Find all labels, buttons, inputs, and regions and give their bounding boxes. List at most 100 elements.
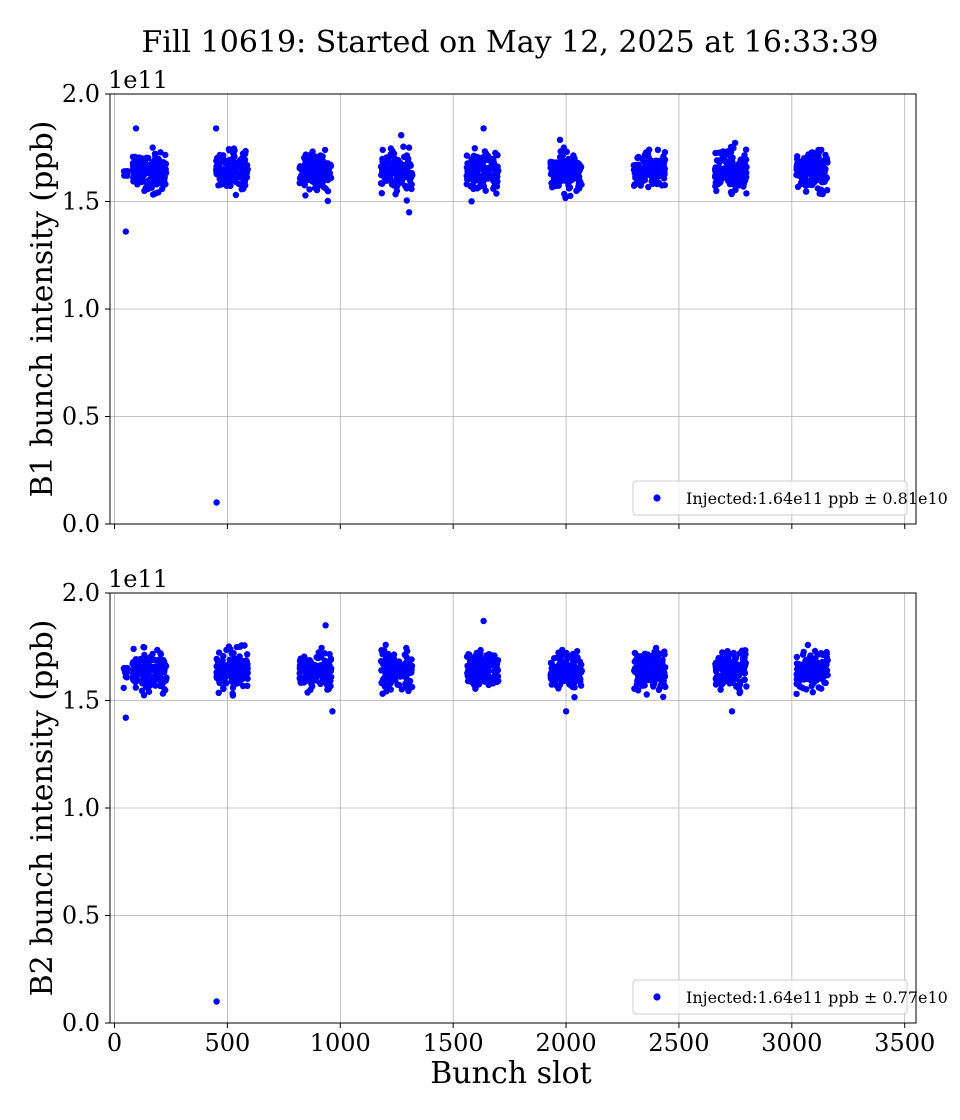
data-point: [132, 684, 139, 691]
data-point: [385, 168, 392, 175]
data-point: [798, 158, 805, 165]
scatter-points: [120, 617, 831, 1005]
data-point: [569, 650, 577, 658]
data-point: [378, 190, 385, 197]
data-point: [229, 684, 237, 691]
data-point: [713, 679, 720, 686]
data-point: [823, 174, 830, 181]
data-point: [220, 652, 227, 660]
data-point: [652, 662, 659, 669]
data-point: [387, 145, 395, 152]
data-point: [380, 679, 387, 686]
data-point: [154, 172, 161, 179]
data-point: [465, 654, 473, 661]
data-point: [645, 171, 652, 178]
data-point: [321, 146, 329, 154]
data-point: [407, 180, 414, 187]
data-point: [741, 676, 748, 683]
data-point: [727, 175, 734, 182]
data-point: [816, 669, 824, 676]
y-axis-label: B2 bunch intensity (ppb): [25, 620, 60, 997]
data-point: [219, 663, 226, 670]
data-point: [565, 179, 572, 186]
x-tick-label: 2500: [648, 1029, 709, 1057]
data-point: [566, 671, 573, 678]
data-point: [322, 663, 329, 670]
data-point: [728, 158, 735, 166]
data-point: [634, 665, 641, 672]
data-point: [719, 148, 727, 155]
x-tick-label: 1000: [310, 1029, 371, 1057]
x-tick-label: 3000: [761, 1029, 822, 1057]
data-point: [149, 191, 157, 198]
legend-marker: [653, 993, 661, 1001]
data-point: [823, 187, 831, 194]
data-point: [494, 173, 501, 180]
data-point-outlier: [322, 622, 329, 629]
data-point: [742, 146, 750, 153]
data-point: [135, 154, 143, 161]
data-point: [567, 192, 574, 200]
data-point: [799, 170, 807, 177]
data-point: [303, 170, 310, 177]
data-point: [490, 177, 497, 185]
data-point: [822, 151, 829, 159]
data-point: [563, 658, 570, 665]
x-tick-label: 500: [204, 1029, 250, 1057]
data-point: [817, 186, 825, 193]
data-point: [552, 171, 559, 178]
data-point: [485, 166, 493, 174]
data-point: [403, 197, 410, 204]
legend-box: [632, 979, 908, 1015]
data-point: [480, 670, 487, 677]
data-point: [228, 650, 235, 657]
data-point: [735, 685, 743, 692]
data-point: [383, 688, 390, 695]
data-point: [467, 675, 475, 682]
data-point: [471, 145, 478, 152]
data-point: [215, 168, 222, 176]
data-point: [551, 655, 558, 662]
data-point: [820, 160, 827, 167]
data-point: [652, 671, 659, 678]
y-tick-label: 0.0: [62, 1009, 100, 1037]
data-point: [225, 661, 232, 668]
axes-frame: [109, 592, 917, 1024]
data-point: [161, 174, 168, 181]
data-point: [731, 676, 738, 683]
data-point: [324, 176, 332, 184]
data-point: [802, 164, 809, 171]
data-point: [494, 168, 501, 175]
data-point: [244, 651, 251, 658]
data-point: [306, 186, 313, 193]
data-point: [397, 169, 404, 176]
data-point: [811, 673, 818, 680]
data-point: [712, 182, 719, 190]
data-point: [468, 156, 476, 163]
data-point: [148, 184, 155, 191]
data-point: [163, 675, 170, 682]
data-point: [631, 650, 639, 657]
data-point: [732, 186, 739, 194]
data-point: [231, 153, 238, 160]
data-point: [661, 671, 668, 679]
data-point-outlier: [122, 228, 129, 235]
data-point: [318, 644, 325, 652]
data-point: [802, 188, 810, 195]
data-point: [820, 660, 828, 667]
data-point: [215, 649, 223, 656]
legend-label: Injected:1.64e11 ppb ± 0.81e10: [686, 489, 948, 508]
data-point-outlier: [122, 714, 129, 721]
data-point: [493, 190, 500, 197]
data-point: [314, 654, 322, 662]
data-point: [661, 156, 669, 163]
data-point: [555, 649, 562, 656]
data-point: [388, 671, 395, 678]
data-point: [734, 664, 741, 671]
data-point: [230, 655, 238, 662]
data-point: [491, 652, 498, 659]
data-point: [724, 658, 731, 666]
y-tick-label: 1.0: [62, 295, 100, 323]
data-point: [807, 169, 815, 176]
data-point: [649, 177, 656, 185]
